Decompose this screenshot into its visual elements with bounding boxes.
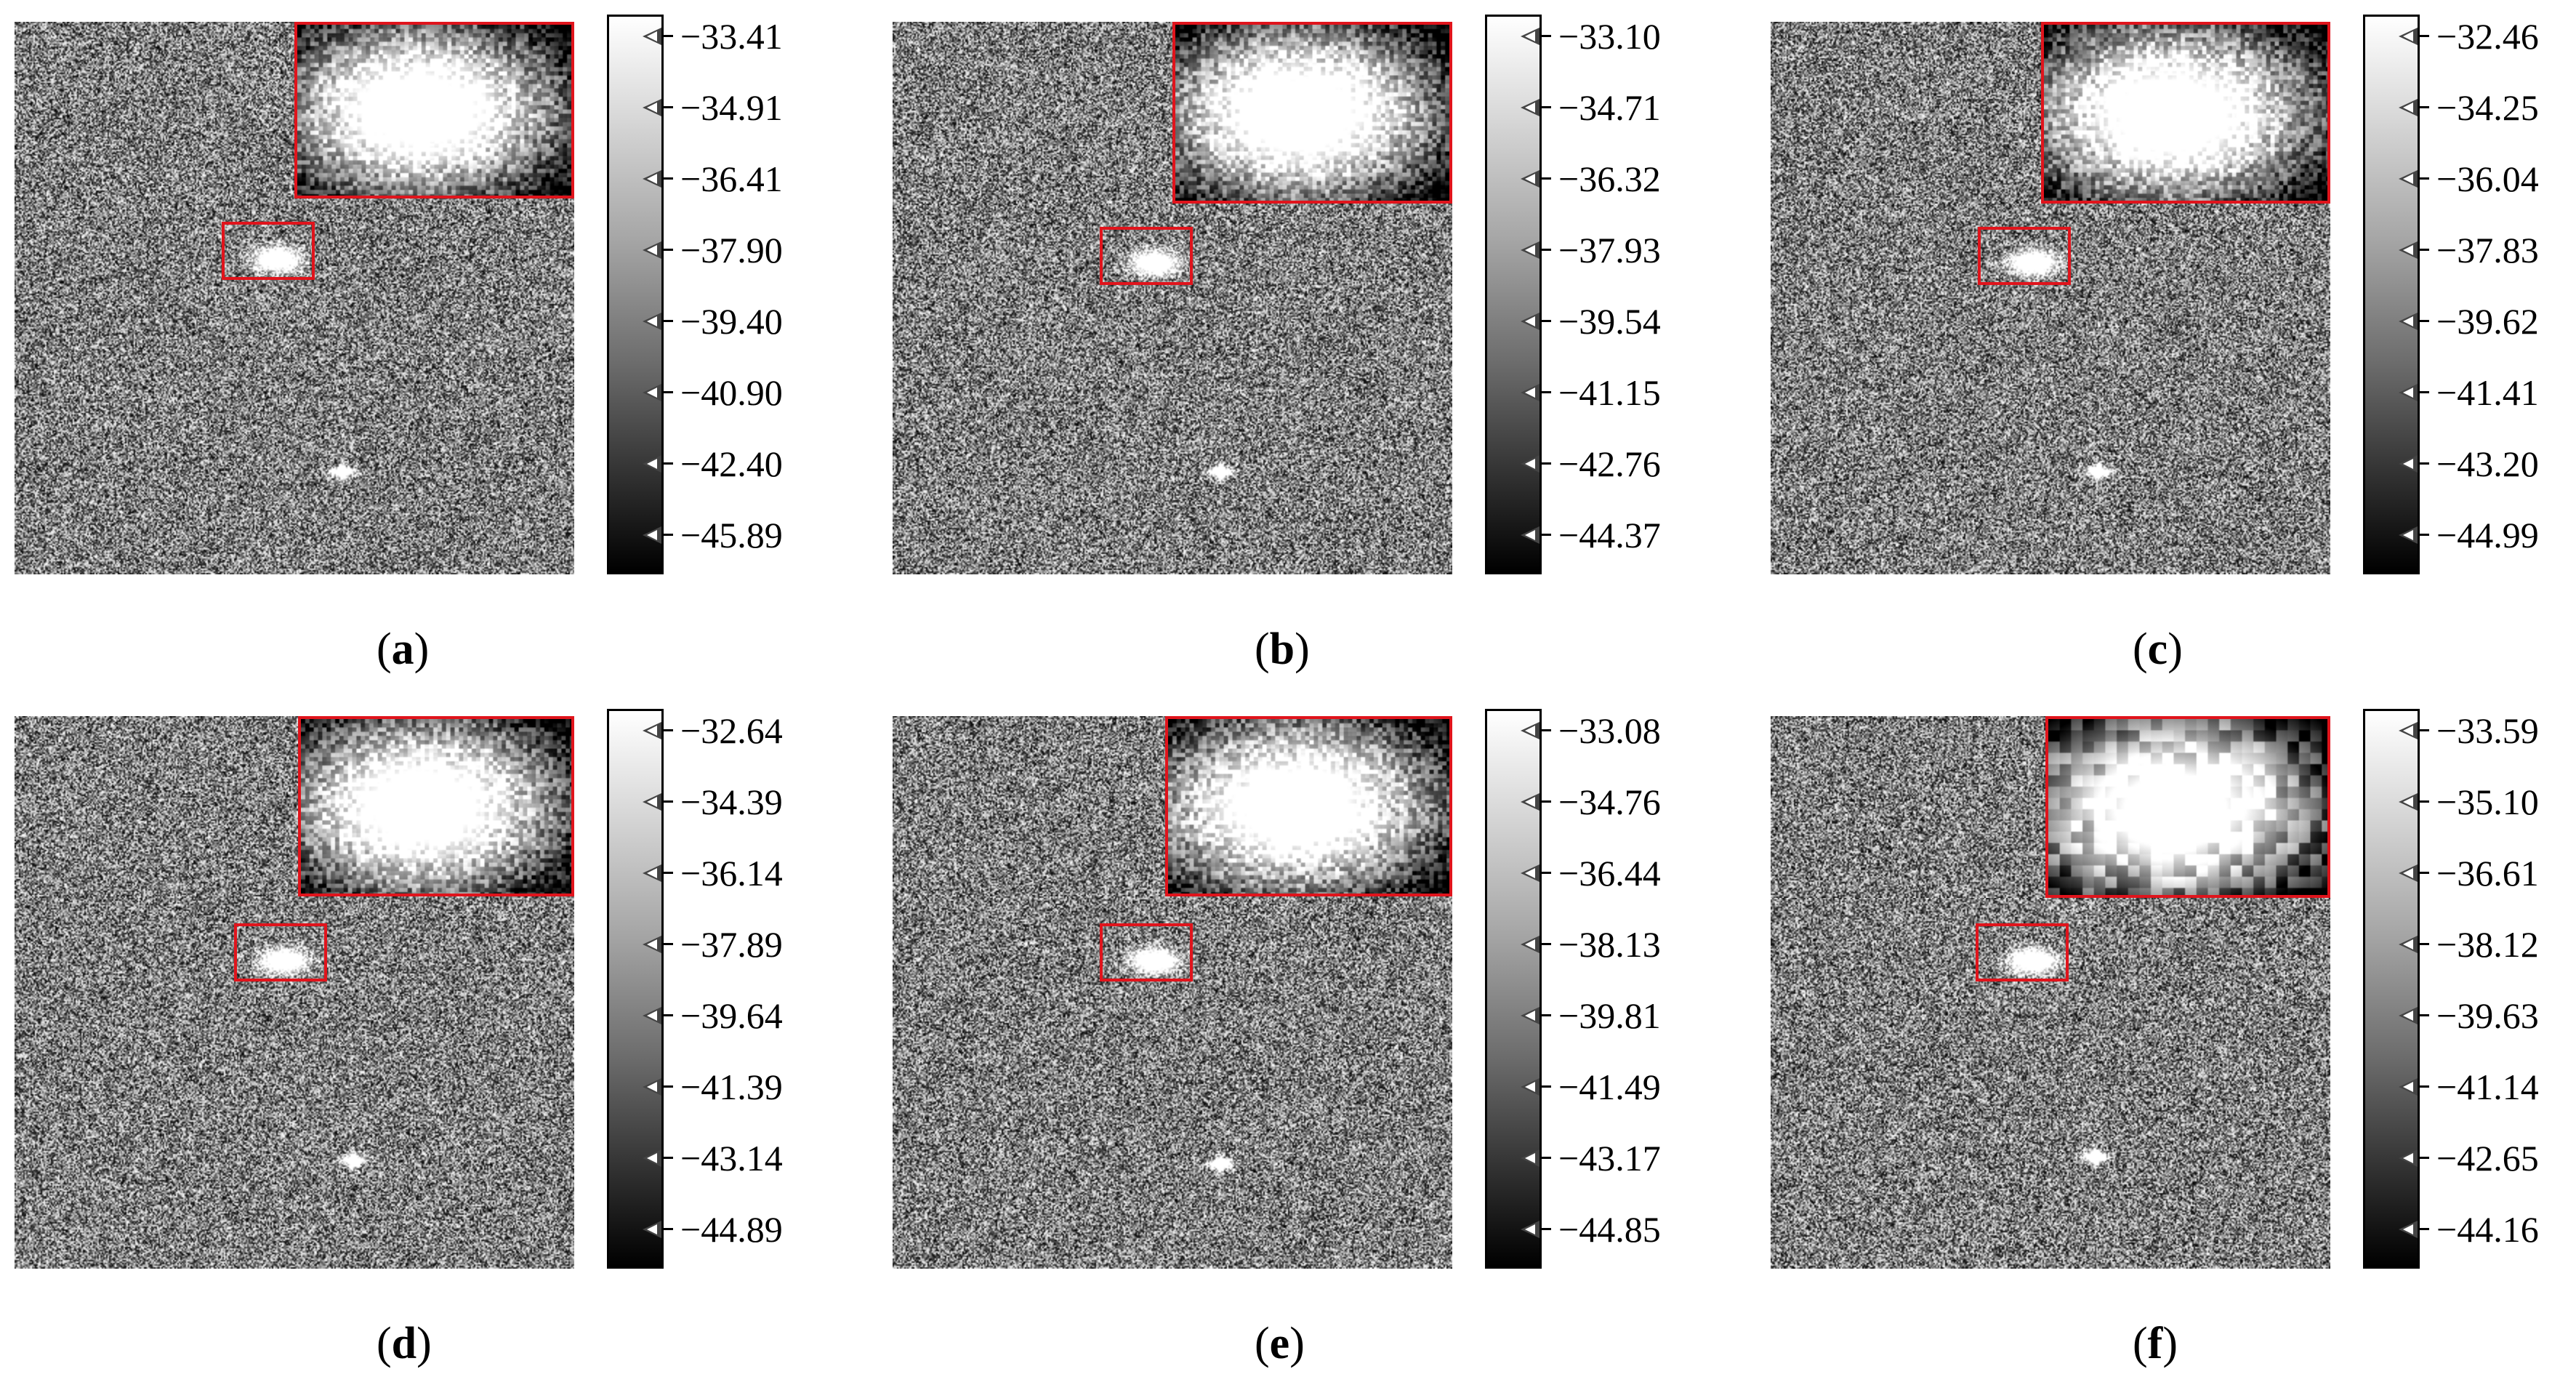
roi-box — [1100, 227, 1193, 285]
roi-box — [1976, 923, 2069, 981]
roi-box — [1978, 227, 2071, 285]
zoom-inset — [1172, 22, 1452, 204]
zoom-inset — [298, 716, 574, 896]
panel-a: −33.41 −34.91 −36.41 −37.90 −39.40 −40.9… — [0, 0, 800, 674]
panel-d: −32.64 −34.39 −36.14 −37.89 −39.64 −41.3… — [0, 694, 800, 1368]
sar-image — [15, 716, 574, 1269]
sar-image — [893, 22, 1452, 574]
zoom-canvas — [2044, 25, 2327, 201]
roi-box — [1100, 923, 1193, 981]
zoom-inset — [1165, 716, 1452, 896]
zoom-canvas — [297, 25, 571, 196]
zoom-canvas — [1175, 25, 1449, 201]
sar-image — [893, 716, 1452, 1269]
zoom-canvas — [301, 719, 571, 894]
sar-image — [15, 22, 574, 574]
panel-c: −32.46 −34.25 −36.04 −37.83 −39.62 −41.4… — [1756, 0, 2556, 674]
panel-caption: (b) — [1255, 625, 1310, 674]
zoom-inset — [2041, 22, 2330, 204]
roi-box — [234, 923, 327, 981]
panel-caption: (d) — [377, 1319, 432, 1368]
sar-image — [1771, 22, 2330, 574]
panel-caption: (e) — [1255, 1319, 1305, 1368]
panel-b: −33.10 −34.71 −36.32 −37.93 −39.54 −41.1… — [878, 0, 1678, 674]
zoom-canvas — [2048, 719, 2327, 895]
panel-caption: (c) — [2133, 625, 2183, 674]
zoom-canvas — [1168, 719, 1449, 894]
panel-f: −33.59 −35.10 −36.61 −38.12 −39.63 −41.1… — [1756, 694, 2556, 1368]
sar-image — [1771, 716, 2330, 1269]
panel-caption: (a) — [377, 625, 430, 674]
roi-box — [222, 222, 315, 280]
zoom-inset — [294, 22, 574, 198]
panel-caption: (f) — [2133, 1319, 2178, 1368]
zoom-inset — [2045, 716, 2330, 898]
panel-e: −33.08 −34.76 −36.44 −38.13 −39.81 −41.4… — [878, 694, 1678, 1368]
